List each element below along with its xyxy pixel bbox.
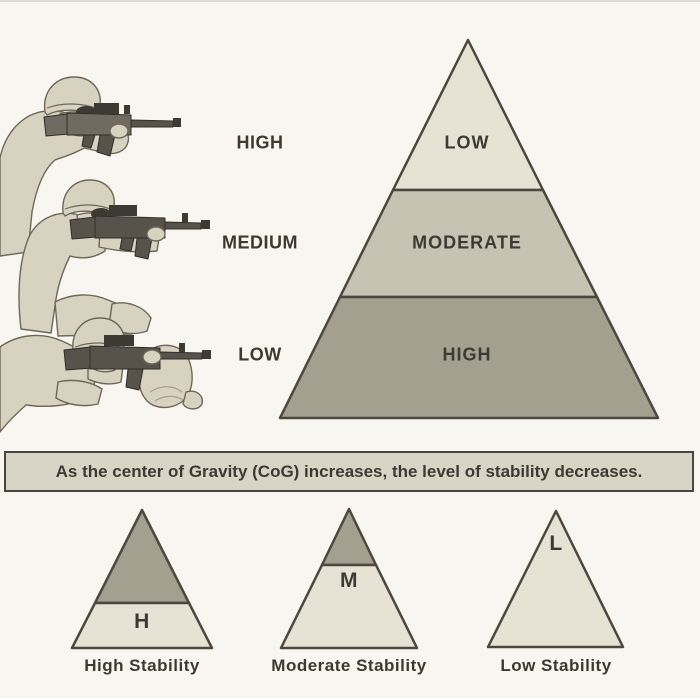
kneeling-shooter-helmet-rim: [64, 204, 113, 211]
mini-pyramid-high-caption: High Stability: [84, 656, 200, 675]
mini-pyramid-moderate-letter: M: [340, 569, 358, 592]
pyramid-tier-low-shape: [391, 38, 545, 192]
prone-shooter-support-hand: [142, 349, 162, 365]
rifle-scope: [109, 205, 137, 216]
pyramid-tier-label-moderate: MODERATE: [412, 232, 522, 253]
mini-pyramid-low: [486, 509, 625, 649]
cog-label-high: HIGH: [236, 132, 284, 153]
kneeling-shooter-rifle: [69, 205, 210, 260]
rifle-front-sight: [124, 105, 130, 114]
sandbag-crease: [154, 395, 184, 402]
prone-shooter-elbow-arm: [55, 379, 103, 407]
mini-pyramid-high-base-shape: [70, 601, 214, 650]
standing-shooter-support-hand: [109, 123, 129, 139]
rifle-front-sight: [182, 213, 188, 222]
mini-pyramid-moderate-cog-shape: [320, 507, 378, 567]
rifle-scope: [94, 103, 119, 114]
rifle-receiver: [89, 345, 161, 370]
rifle-muzzle: [202, 350, 211, 359]
rifle-magazine: [134, 237, 153, 260]
rifle-muzzle: [173, 118, 181, 127]
standing-shooter-illustration: [0, 76, 181, 257]
rifle-stock: [43, 113, 70, 137]
rifle-barrel: [164, 221, 202, 230]
rifle-magazine: [125, 368, 144, 391]
kneeling-shooter-illustration: [18, 179, 210, 337]
rifle-grip: [81, 134, 96, 149]
rifle-barrel: [159, 351, 203, 360]
pyramid-tier-label-low: LOW: [444, 132, 490, 153]
pyramid-tier-high-shape: [278, 295, 660, 420]
mini-pyramid-high: [70, 508, 214, 650]
mini-pyramid-low-letter: L: [549, 532, 563, 555]
rifle-grip: [119, 237, 135, 252]
cog-banner: As the center of Gravity (CoG) increases…: [4, 451, 694, 492]
prone-shooter-illustration: [0, 317, 211, 433]
prone-shooter-rifle: [63, 335, 211, 391]
rifle-magazine: [96, 134, 116, 157]
sandbag-crease: [149, 386, 183, 393]
rifle-front-sight: [179, 343, 185, 352]
rifle-stock: [63, 346, 93, 371]
cog-label-medium: MEDIUM: [222, 232, 298, 253]
kneeling-shooter-helmet: [62, 179, 115, 218]
cog-banner-text: As the center of Gravity (CoG) increases…: [55, 461, 643, 481]
mini-pyramid-low-shape: [486, 509, 625, 649]
mini-pyramid-high-cog-shape: [93, 508, 191, 605]
standing-shooter-rifle: [43, 103, 181, 157]
mini-pyramid-moderate: [279, 507, 419, 650]
kneeling-shooter-support-hand: [146, 226, 166, 242]
mini-pyramid-moderate-base-shape: [279, 563, 419, 650]
rifle-barrel: [130, 119, 174, 128]
rifle-stock: [69, 216, 98, 240]
sandbag-tie: [182, 390, 203, 410]
cog-label-low: LOW: [238, 344, 282, 365]
rifle-scope: [104, 335, 134, 346]
cog-pyramid: [278, 38, 660, 420]
mini-pyramid-low-caption: Low Stability: [500, 656, 612, 675]
pyramid-tier-label-high: HIGH: [442, 344, 492, 365]
rifle-muzzle: [201, 220, 210, 229]
mini-pyramid-high-letter: H: [134, 610, 150, 633]
mini-pyramid-moderate-caption: Moderate Stability: [271, 656, 427, 675]
